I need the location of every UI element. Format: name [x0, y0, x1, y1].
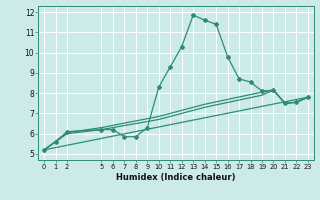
X-axis label: Humidex (Indice chaleur): Humidex (Indice chaleur) [116, 173, 236, 182]
